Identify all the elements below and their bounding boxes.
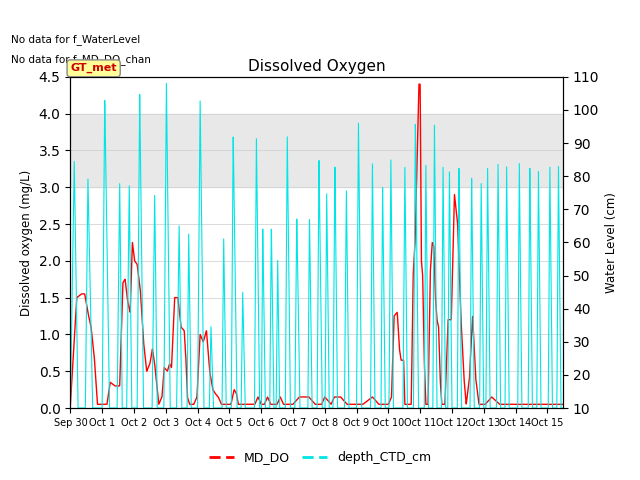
Title: Dissolved Oxygen: Dissolved Oxygen — [248, 59, 386, 74]
Y-axis label: Dissolved oxygen (mg/L): Dissolved oxygen (mg/L) — [20, 169, 33, 315]
Text: GT_met: GT_met — [70, 63, 117, 73]
Y-axis label: Water Level (cm): Water Level (cm) — [605, 192, 618, 293]
Bar — [70, 114, 563, 187]
Text: No data for f_WaterLevel: No data for f_WaterLevel — [12, 34, 141, 45]
Text: No data for f_MD_DO_chan: No data for f_MD_DO_chan — [12, 54, 151, 64]
Legend: MD_DO, depth_CTD_cm: MD_DO, depth_CTD_cm — [204, 446, 436, 469]
